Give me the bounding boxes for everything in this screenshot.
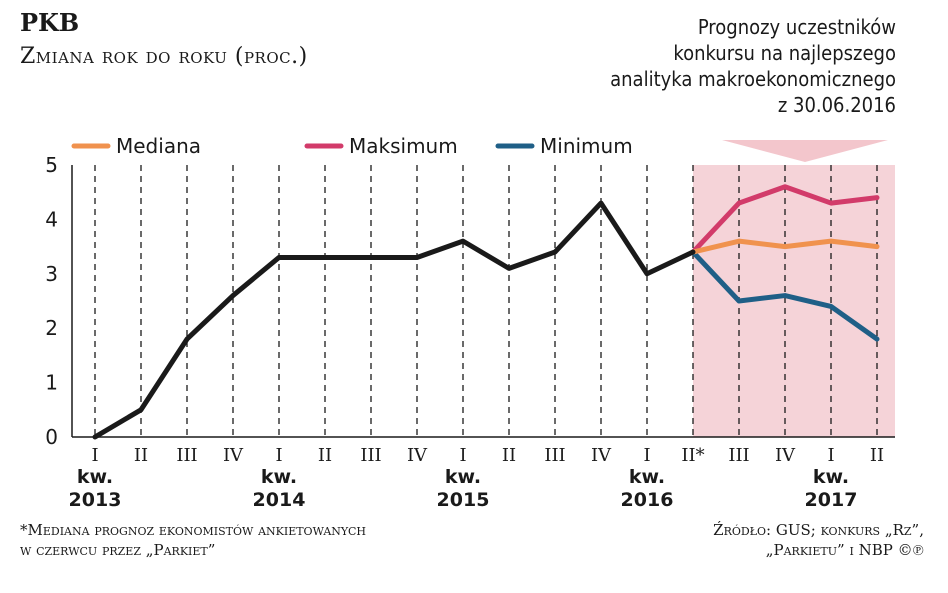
series-line-maksimum	[690, 184, 880, 255]
x-tick-label: I	[827, 445, 834, 466]
y-tick-label: 3	[45, 262, 58, 286]
footnote: *Mediana prognoz ekonomistów ankietowany…	[20, 520, 366, 560]
chart-title: PKB	[20, 8, 80, 37]
year-kw-label: kw.	[813, 466, 849, 488]
x-tick-label: II*	[681, 445, 704, 466]
year-label: 2016	[621, 489, 674, 511]
x-tick-label: I	[643, 445, 650, 466]
source-line: Źródło: GUS; konkurs „Rz”,	[713, 521, 924, 539]
x-tick-label: III	[544, 445, 565, 466]
y-tick-label: 5	[45, 153, 58, 177]
y-tick-label: 2	[45, 316, 58, 340]
year-kw-label: kw.	[445, 466, 481, 488]
x-tick-label: III	[176, 445, 197, 466]
footnote-line: w czerwcu przez „Parkiet”	[20, 541, 216, 559]
year-label: 2015	[437, 489, 490, 511]
series-line-actual	[92, 200, 696, 440]
year-kw-label: kw.	[77, 466, 113, 488]
y-tick-label: 1	[45, 371, 58, 395]
year-label: 2014	[253, 489, 306, 511]
forecast-note-line: Prognozy uczestników	[697, 15, 896, 39]
x-tick-label: IV	[591, 445, 612, 466]
x-tick-label: IV	[223, 445, 244, 466]
y-tick-label: 0	[45, 425, 58, 449]
year-kw-label: kw.	[629, 466, 665, 488]
x-tick-label: I	[275, 445, 282, 466]
forecast-band	[693, 165, 895, 437]
legend-label-minimum: Minimum	[540, 134, 633, 158]
forecast-note-line: z 30.06.2016	[777, 93, 896, 117]
x-tick-label: IV	[775, 445, 796, 466]
source-note: Źródło: GUS; konkurs „Rz”, „Parkietu” i …	[713, 520, 924, 560]
x-tick-label: I	[91, 445, 98, 466]
legend-label-mediana: Mediana	[116, 134, 201, 158]
forecast-arrow-icon	[722, 140, 888, 162]
x-tick-label: II	[502, 445, 516, 466]
y-tick-label: 4	[45, 207, 58, 231]
forecast-note: Prognozy uczestników konkursu na najleps…	[610, 14, 896, 118]
x-tick-label: II	[134, 445, 148, 466]
source-line: „Parkietu” i NBP ©℗	[765, 541, 924, 559]
forecast-note-line: konkursu na najlepszego	[673, 41, 896, 65]
footnote-line: *Mediana prognoz ekonomistów ankietowany…	[20, 521, 366, 539]
year-label: 2017	[805, 489, 858, 511]
x-tick-label: II	[870, 445, 884, 466]
series-line-mediana	[690, 238, 880, 255]
series-line-minimum	[690, 249, 880, 342]
legend-label-maksimum: Maksimum	[349, 134, 458, 158]
x-tick-label: III	[360, 445, 381, 466]
x-tick-label: III	[728, 445, 749, 466]
year-kw-label: kw.	[261, 466, 297, 488]
x-tick-label: IV	[407, 445, 428, 466]
year-label: 2013	[69, 489, 122, 511]
chart-subtitle: Zmiana rok do roku (proc.)	[20, 44, 308, 69]
x-tick-label: I	[459, 445, 466, 466]
x-tick-label: II	[318, 445, 332, 466]
forecast-note-line: analityka makroekonomicznego	[610, 67, 896, 91]
